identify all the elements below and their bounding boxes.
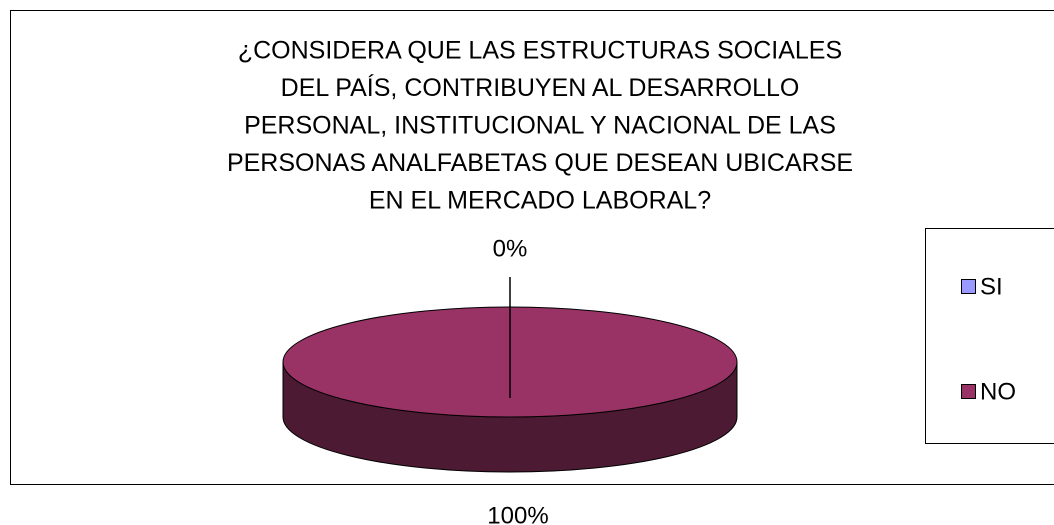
chart-title: EN EL MERCADO LABORAL? <box>369 187 711 215</box>
legend-label: NO <box>980 378 1016 405</box>
legend-swatch <box>961 279 976 294</box>
legend-box <box>925 228 1054 444</box>
chart-title: DEL PAÍS, CONTRIBUYEN AL DESARROLLO <box>281 73 800 102</box>
legend-label: SI <box>980 273 1003 300</box>
chart-title: PERSONAL, INSTITUCIONAL Y NACIONAL DE LA… <box>244 112 836 140</box>
data-label: 100% <box>487 502 548 525</box>
data-label: 0% <box>493 235 528 262</box>
legend-swatch <box>961 384 976 399</box>
chart-title: ¿CONSIDERA QUE LAS ESTRUCTURAS SOCIALES <box>238 37 842 65</box>
chart-title: PERSONAS ANALFABETAS QUE DESEAN UBICARSE <box>227 149 853 177</box>
